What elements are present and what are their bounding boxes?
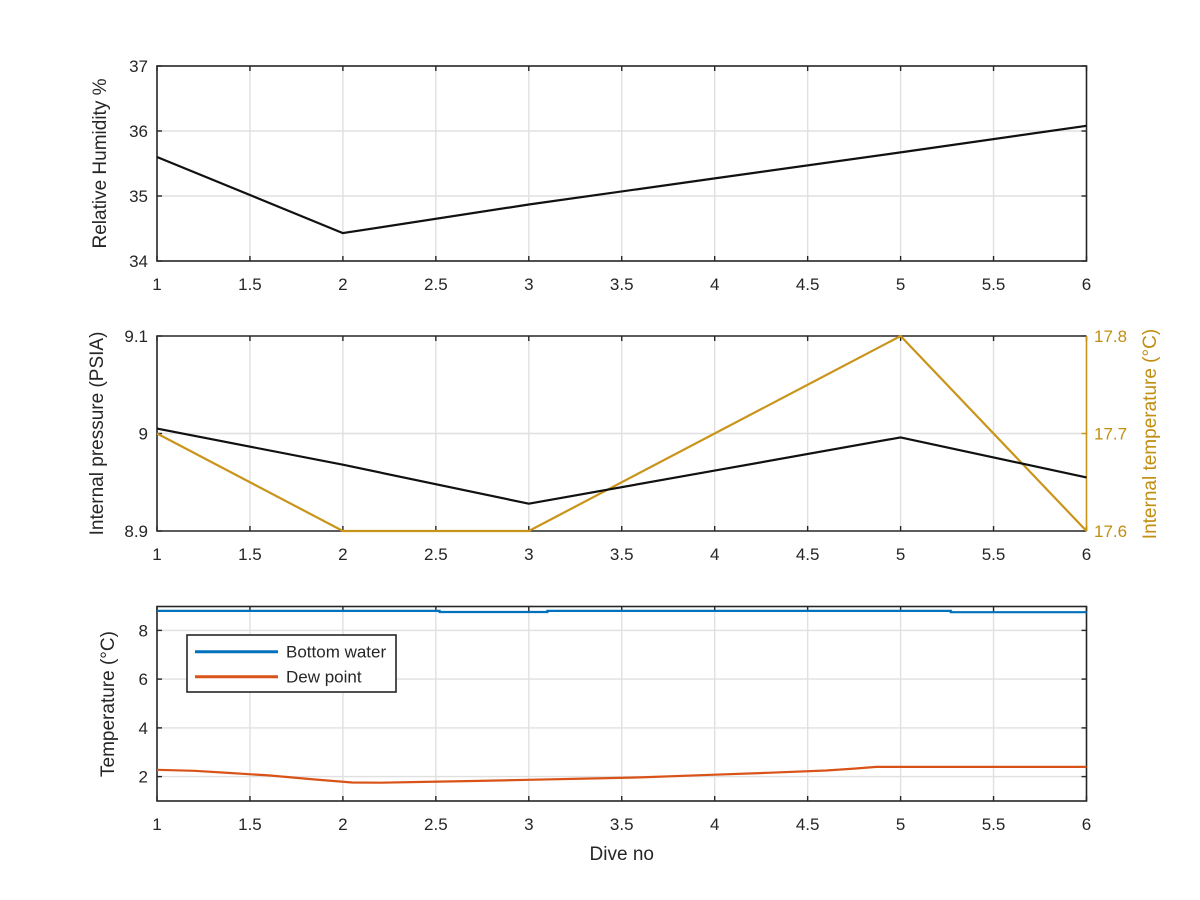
svg-text:Relative Humidity %: Relative Humidity % xyxy=(90,78,111,248)
svg-text:2: 2 xyxy=(338,815,347,834)
svg-text:2: 2 xyxy=(338,545,347,564)
svg-text:17.6: 17.6 xyxy=(1094,522,1127,541)
svg-text:3: 3 xyxy=(524,545,533,564)
svg-text:Internal pressure (PSIA): Internal pressure (PSIA) xyxy=(87,332,108,536)
svg-text:6: 6 xyxy=(1082,545,1091,564)
svg-text:4.5: 4.5 xyxy=(796,275,820,294)
svg-text:6: 6 xyxy=(1082,815,1091,834)
svg-text:3.5: 3.5 xyxy=(610,275,634,294)
svg-text:1: 1 xyxy=(152,815,161,834)
svg-text:34: 34 xyxy=(129,252,148,271)
svg-text:6: 6 xyxy=(139,670,148,689)
svg-text:1: 1 xyxy=(152,275,161,294)
svg-text:6: 6 xyxy=(1082,275,1091,294)
svg-text:Dew point: Dew point xyxy=(286,668,362,687)
svg-text:Bottom water: Bottom water xyxy=(286,643,386,662)
svg-text:37: 37 xyxy=(129,57,148,76)
svg-text:17.8: 17.8 xyxy=(1094,327,1127,346)
svg-text:2: 2 xyxy=(338,275,347,294)
svg-text:5.5: 5.5 xyxy=(982,275,1006,294)
svg-text:3.5: 3.5 xyxy=(610,545,634,564)
svg-text:1.5: 1.5 xyxy=(238,545,262,564)
svg-text:5: 5 xyxy=(896,275,905,294)
svg-text:17.7: 17.7 xyxy=(1094,425,1127,444)
svg-text:4.5: 4.5 xyxy=(796,545,820,564)
svg-text:35: 35 xyxy=(129,187,148,206)
svg-text:5: 5 xyxy=(896,545,905,564)
svg-text:5: 5 xyxy=(896,815,905,834)
svg-text:1.5: 1.5 xyxy=(238,815,262,834)
svg-text:2.5: 2.5 xyxy=(424,815,448,834)
svg-text:Internal temperature (°C): Internal temperature (°C) xyxy=(1140,329,1161,539)
svg-text:8.9: 8.9 xyxy=(124,522,148,541)
svg-text:3.5: 3.5 xyxy=(610,815,634,834)
svg-text:4: 4 xyxy=(710,815,719,834)
svg-text:3: 3 xyxy=(524,275,533,294)
svg-text:5.5: 5.5 xyxy=(982,545,1006,564)
svg-text:8: 8 xyxy=(139,621,148,640)
svg-text:9.1: 9.1 xyxy=(124,327,148,346)
svg-text:4: 4 xyxy=(710,275,719,294)
svg-text:1: 1 xyxy=(152,545,161,564)
svg-text:Dive no: Dive no xyxy=(590,844,654,865)
svg-text:5.5: 5.5 xyxy=(982,815,1006,834)
svg-text:2.5: 2.5 xyxy=(424,275,448,294)
svg-text:1.5: 1.5 xyxy=(238,275,262,294)
svg-text:4.5: 4.5 xyxy=(796,815,820,834)
svg-text:3: 3 xyxy=(524,815,533,834)
svg-text:4: 4 xyxy=(139,719,148,738)
svg-text:2.5: 2.5 xyxy=(424,545,448,564)
svg-text:Temperature (°C): Temperature (°C) xyxy=(98,631,119,777)
svg-text:9: 9 xyxy=(139,425,148,444)
svg-text:4: 4 xyxy=(710,545,719,564)
svg-text:36: 36 xyxy=(129,122,148,141)
svg-text:2: 2 xyxy=(139,768,148,787)
